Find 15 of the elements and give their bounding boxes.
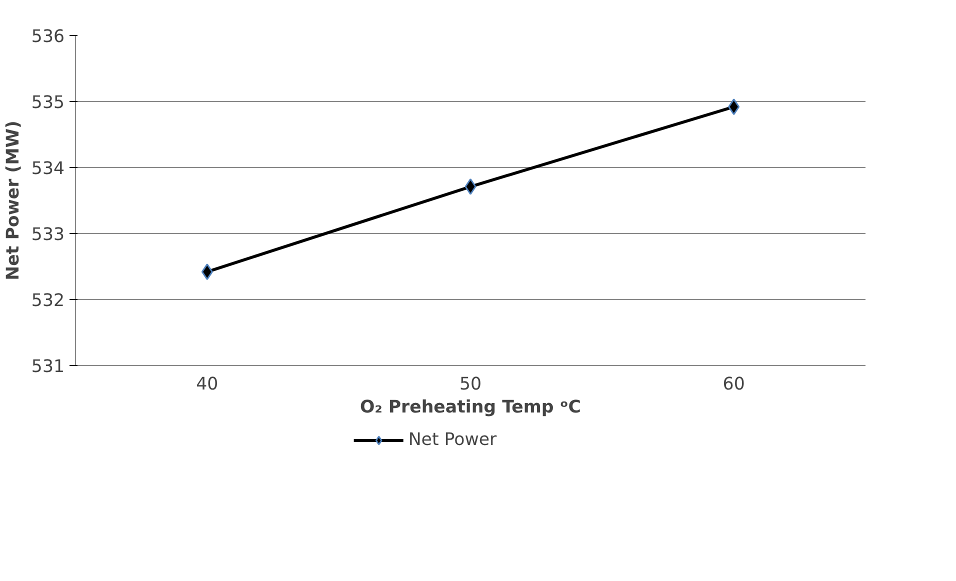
point xyxy=(728,98,740,116)
x-tick-label: 40 xyxy=(196,374,218,394)
y-axis-title: Net Power (MW) xyxy=(3,120,24,280)
x-tick-label: 50 xyxy=(459,374,482,394)
y-tick-label: 536 xyxy=(31,27,65,47)
y-tick-label: 532 xyxy=(31,291,65,311)
y-tick-label: 535 xyxy=(31,93,65,113)
point xyxy=(201,264,213,280)
y-tick-label: 533 xyxy=(31,225,65,245)
legend-label: Net Power xyxy=(408,430,497,450)
y-tick-label: 534 xyxy=(31,159,65,179)
point xyxy=(464,178,476,195)
x-tick-label: 60 xyxy=(722,374,745,394)
x-axis-title: O₂ Preheating Temp ᵒC xyxy=(360,398,582,418)
y-tick-label: 531 xyxy=(31,357,65,377)
